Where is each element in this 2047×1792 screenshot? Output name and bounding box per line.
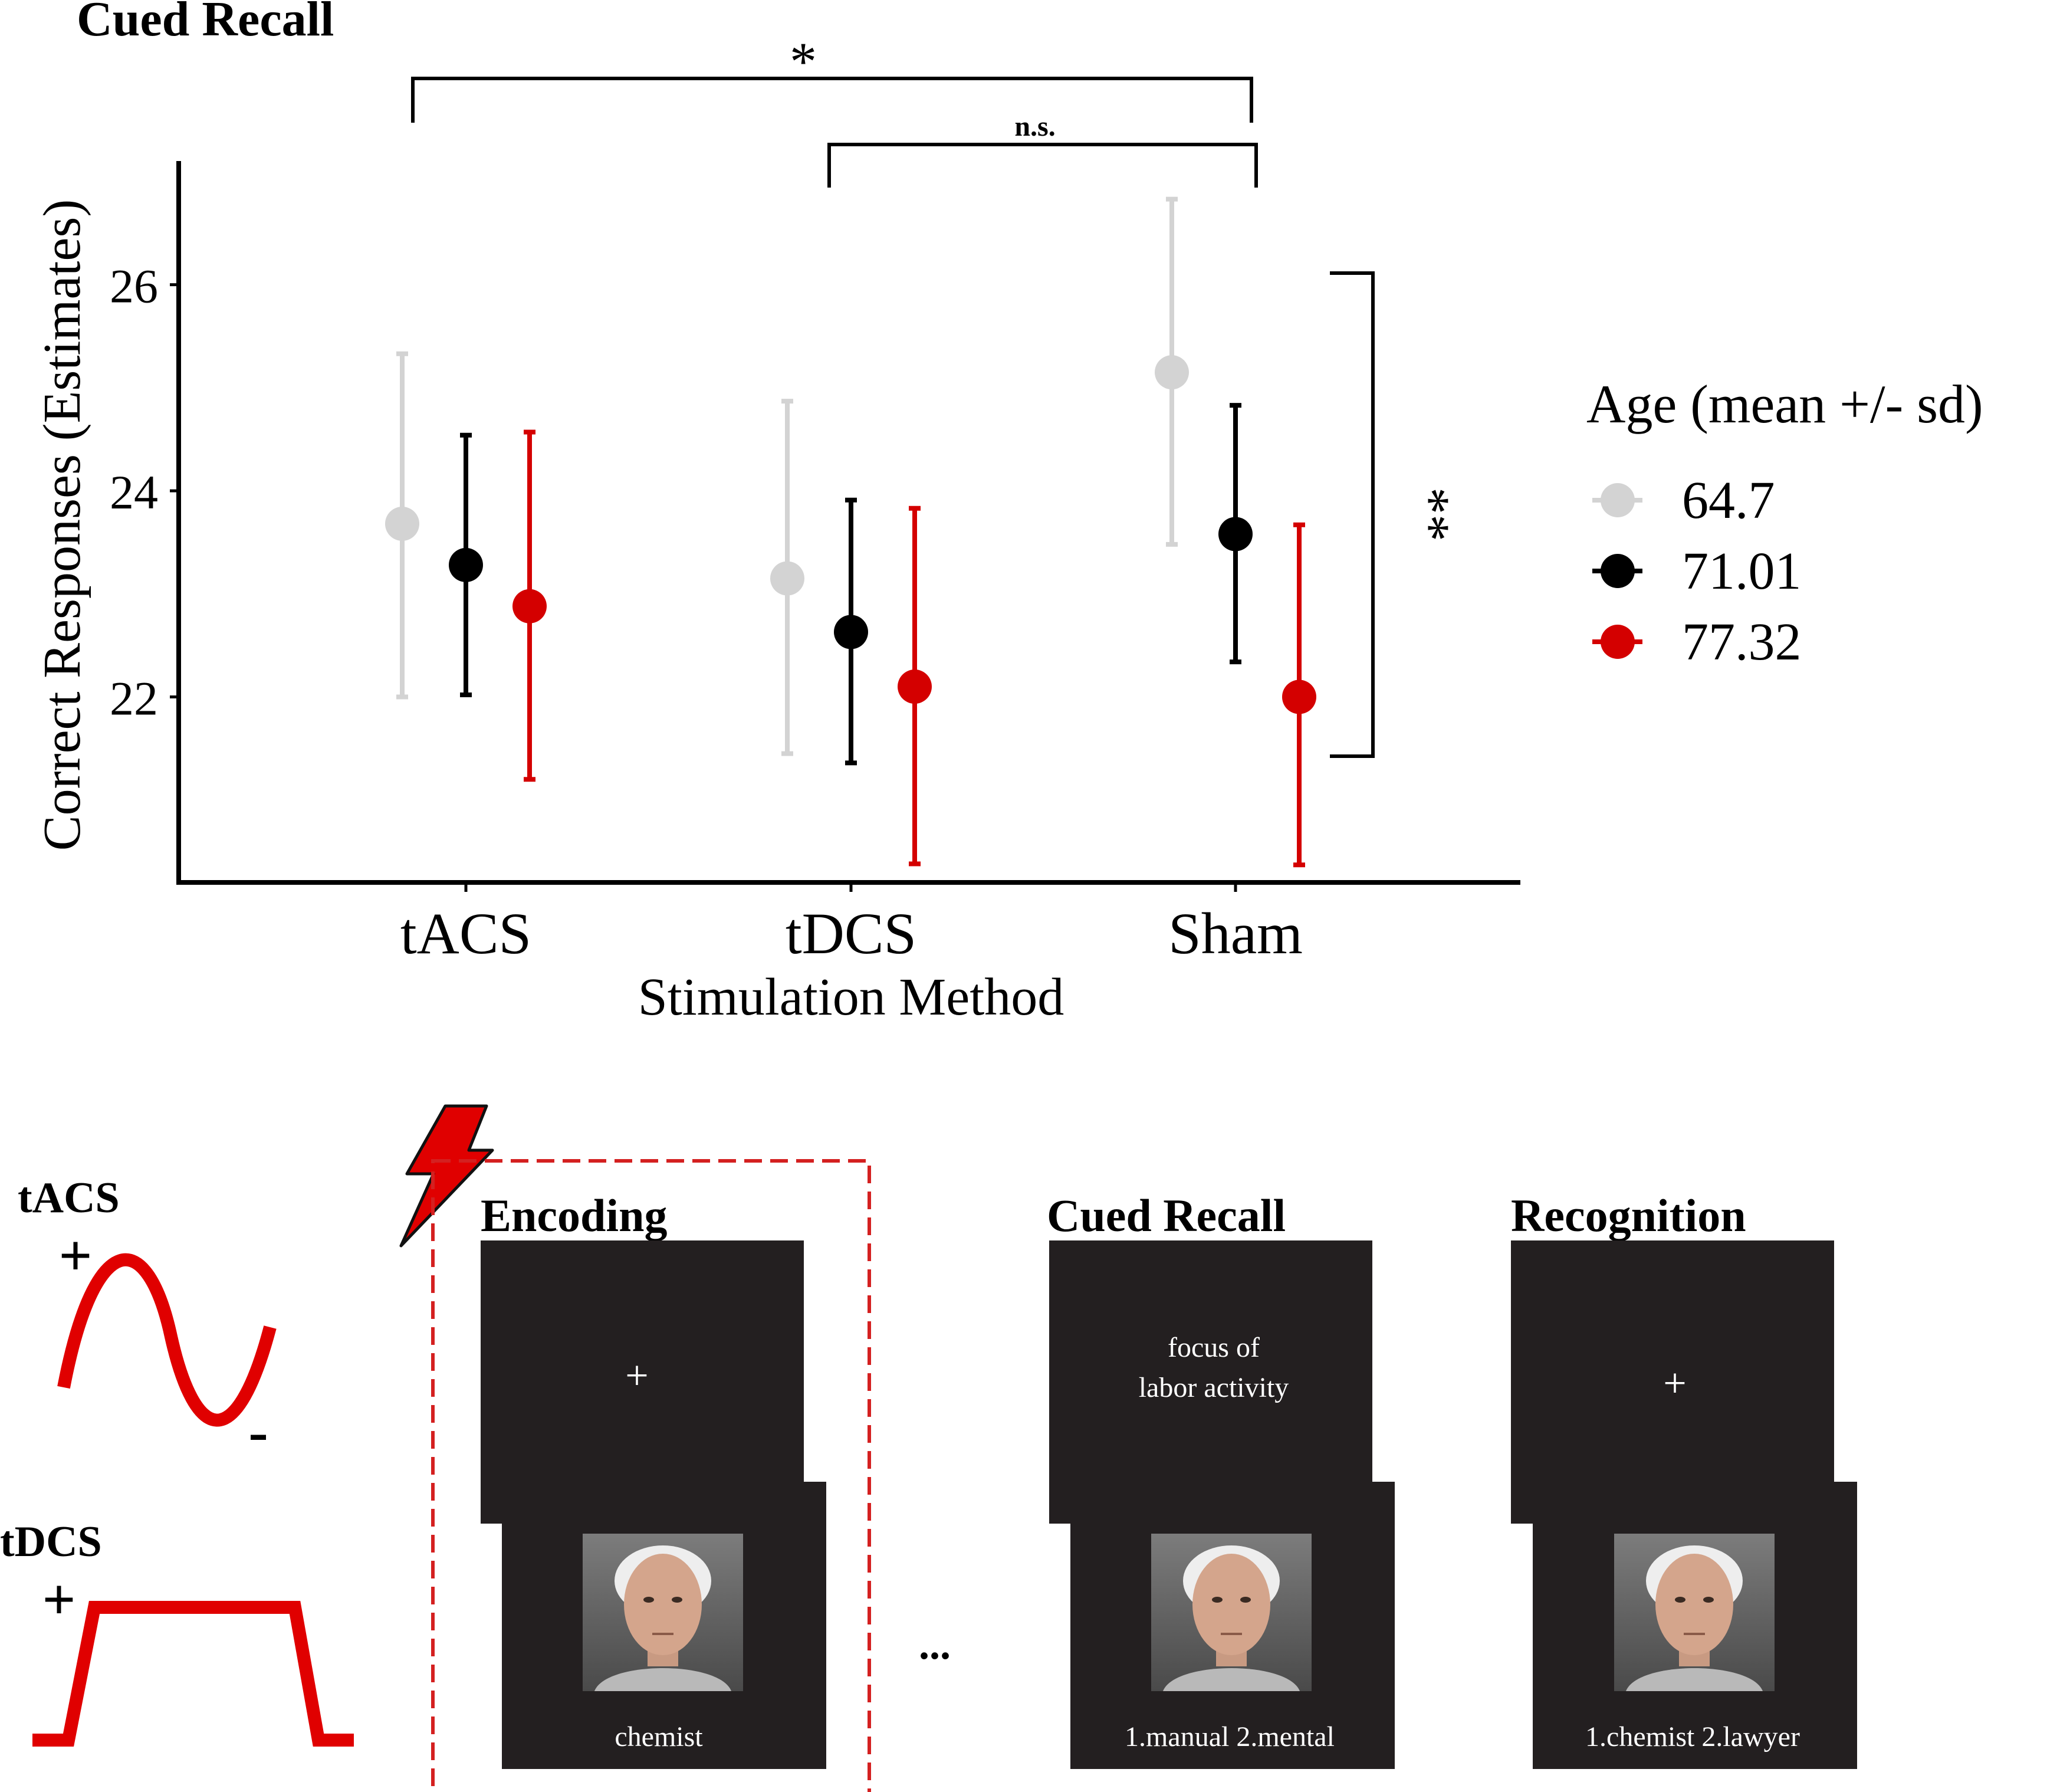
encoding-stimulation-box (431, 1159, 871, 1792)
bracket-tdcs-sham-label: n.s. (1014, 111, 1055, 142)
encoding-word: chemist (615, 1721, 703, 1752)
data-point (834, 615, 868, 649)
bracket-tacs-sham-label: * (790, 31, 817, 91)
face (1192, 1554, 1270, 1655)
legend-title: Age (mean +/- sd) (1586, 374, 1983, 434)
data-point (385, 506, 419, 541)
data-point (898, 669, 932, 704)
recognition-fixation-cross: + (1663, 1361, 1686, 1406)
tacs-minus-sign: - (248, 1399, 268, 1464)
eye-right (1703, 1597, 1714, 1603)
tacs-sine-wave-icon (57, 1253, 277, 1427)
tacs-label: tACS (18, 1174, 120, 1222)
legend-label: 71.01 (1682, 542, 1802, 600)
encoding-label: Encoding (481, 1190, 667, 1241)
data-point (449, 547, 483, 582)
x-tick-label-sham: Sham (1168, 901, 1303, 966)
face (1655, 1554, 1733, 1655)
data-point (1155, 355, 1189, 390)
x-axis-title: Stimulation Method (638, 968, 1064, 1026)
bracket-tacs-sham (411, 77, 1253, 123)
shirt (1163, 1668, 1300, 1691)
legend-label: 64.7 (1682, 471, 1775, 530)
eye-right (672, 1597, 682, 1603)
cued-recall-cue-screen (1049, 1240, 1372, 1524)
bracket-tdcs-sham (827, 143, 1258, 188)
series-77.32 (512, 429, 1316, 868)
recognition-fixation-screen (1511, 1240, 1834, 1524)
legend-key-dot (1601, 625, 1635, 659)
x-tick-label-tdcs: tDCS (786, 901, 916, 966)
encoding-fixation-screen (481, 1240, 804, 1524)
y-tick-label: 26 (110, 260, 158, 313)
encoding-face-photo (583, 1534, 743, 1691)
encoding-fixation-cross: + (625, 1353, 648, 1399)
x-tick-label-tacs: tACS (400, 901, 531, 966)
recognition-label: Recognition (1511, 1190, 1746, 1241)
tdcs-plus-sign: + (42, 1567, 76, 1632)
chart-title: Cued Recall (77, 0, 334, 47)
cued-recall-cue-line1: focus of (1168, 1332, 1260, 1363)
cued-recall-cue-line2: labor activity (1139, 1372, 1289, 1403)
recognition-options: 1.chemist 2.lawyer (1585, 1721, 1800, 1752)
data-point (770, 561, 804, 596)
recognition-face-photo (1614, 1534, 1775, 1691)
eye-right (1240, 1597, 1251, 1603)
data-point (1218, 517, 1253, 552)
eye-left (1675, 1597, 1685, 1603)
cued-recall-label: Cued Recall (1047, 1190, 1286, 1241)
eye-left (1212, 1597, 1223, 1603)
y-axis-title: Correct Responses (Estimates) (33, 199, 91, 851)
face (624, 1554, 702, 1655)
legend-label: 77.32 (1682, 613, 1802, 671)
tdcs-trapezoid-wave-icon (32, 1601, 354, 1747)
tdcs-label: tDCS (0, 1518, 102, 1566)
bracket-sham-age (1330, 271, 1375, 758)
legend-entry: 64.7 (1592, 471, 1775, 530)
data-point (512, 589, 547, 623)
shirt (1626, 1668, 1763, 1691)
cued-recall-face-photo (1151, 1534, 1312, 1691)
shirt (594, 1668, 731, 1691)
legend-entry: 77.32 (1592, 613, 1802, 671)
lightning-bolt-icon (399, 1104, 494, 1248)
legend-key-dot (1601, 554, 1635, 588)
eye-left (643, 1597, 654, 1603)
data-point (1282, 680, 1316, 714)
legend-entry: 71.01 (1592, 542, 1802, 600)
bracket-sham-age-label: ** (1401, 487, 1461, 541)
y-tick-label: 22 (110, 672, 158, 726)
cued-recall-options: 1.manual 2.mental (1125, 1721, 1335, 1752)
series-64.7 (385, 196, 1189, 756)
series-71.01 (449, 403, 1253, 766)
legend-key-dot (1601, 483, 1635, 517)
y-tick-label: 24 (110, 465, 158, 519)
ellipsis: ... (919, 1621, 951, 1668)
tacs-plus-sign: + (59, 1223, 93, 1288)
